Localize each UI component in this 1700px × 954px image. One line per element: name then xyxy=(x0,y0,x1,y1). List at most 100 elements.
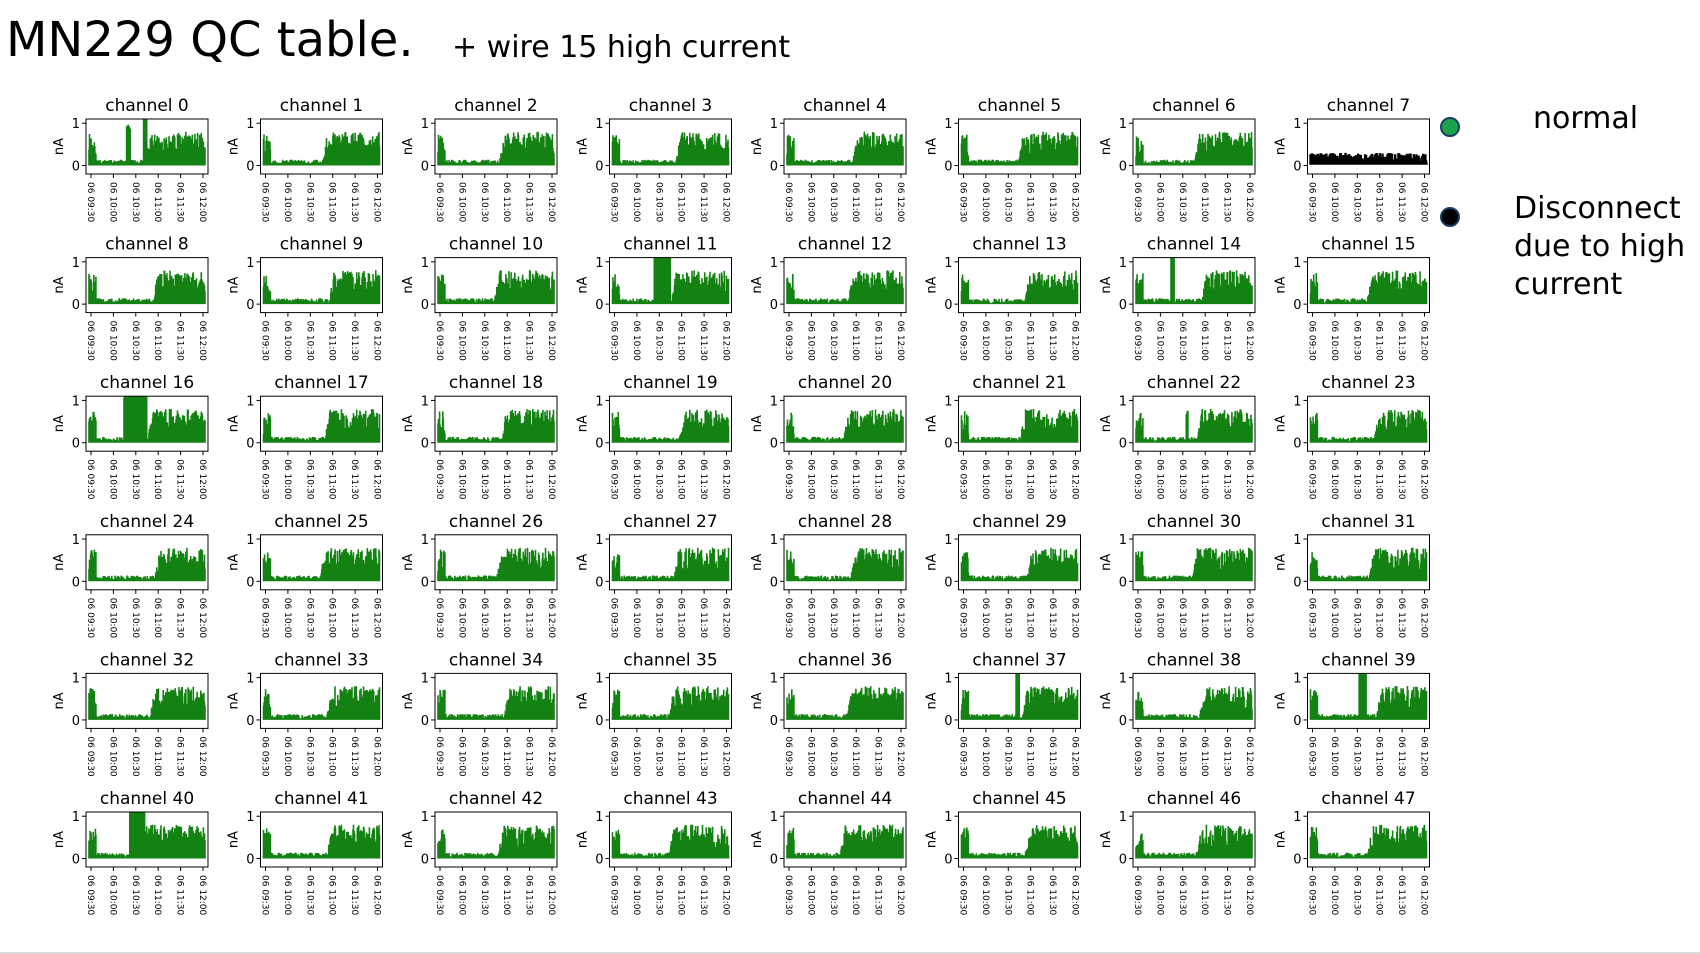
channel-title: channel 10 xyxy=(449,235,543,255)
channel-panel: channel 11 1 0 nA 06 09:30 06 10:00 06 10:30 06… xyxy=(576,235,732,362)
y-axis-label: nA xyxy=(750,554,765,571)
y-axis-label: nA xyxy=(576,276,591,293)
y-tick-label: 0 xyxy=(944,853,952,868)
channel-series xyxy=(611,686,730,720)
x-tick-label: 06 09:30 xyxy=(260,321,270,362)
y-tick-label: 0 xyxy=(1119,575,1127,590)
x-tick-label: 06 11:00 xyxy=(1025,459,1035,500)
x-tick-label: 06 10:00 xyxy=(980,875,990,916)
x-tick-label: 06 10:30 xyxy=(1177,182,1187,223)
channel-panel: channel 25 1 0 nA 06 09:30 06 10:00 06 10:30 06… xyxy=(227,512,383,639)
y-tick-label: 1 xyxy=(595,533,603,548)
x-tick-label: 06 09:30 xyxy=(958,182,968,223)
channel-series xyxy=(262,132,381,166)
x-tick-label: 06 10:30 xyxy=(130,736,140,777)
plot-frame xyxy=(1307,534,1430,591)
channel-series xyxy=(960,131,1079,166)
x-tick-label: 06 11:30 xyxy=(349,459,359,500)
x-tick-label: 06 10:30 xyxy=(130,182,140,223)
x-tick-label: 06 11:00 xyxy=(676,736,686,777)
x-tick-label: 06 11:30 xyxy=(175,736,185,777)
y-tick-label: 0 xyxy=(944,437,952,452)
x-tick-label: 06 11:30 xyxy=(1222,736,1232,777)
x-tick-label: 06 10:00 xyxy=(631,321,641,362)
channel-panel: channel 23 1 0 nA 06 09:30 06 10:00 06 10:30 06… xyxy=(1274,373,1430,500)
x-tick-label: 06 10:00 xyxy=(456,736,466,777)
plot-frame xyxy=(1307,118,1430,175)
y-tick-label: 0 xyxy=(1293,575,1301,590)
channel-title: channel 12 xyxy=(798,235,892,255)
x-tick-label: 06 09:30 xyxy=(1307,875,1317,916)
y-tick-label: 1 xyxy=(246,394,254,409)
x-tick-label: 06 11:30 xyxy=(524,459,534,500)
x-tick-label: 06 11:00 xyxy=(850,598,860,639)
x-tick-label: 06 11:00 xyxy=(327,598,337,639)
x-tick-label: 06 10:30 xyxy=(1351,875,1361,916)
x-tick-label: 06 10:30 xyxy=(828,182,838,223)
plot-frame xyxy=(783,395,907,452)
x-tick-label: 06 11:30 xyxy=(349,321,359,362)
plot-frame xyxy=(85,257,209,314)
y-tick-label: 0 xyxy=(1119,160,1127,175)
y-tick-label: 0 xyxy=(595,437,603,452)
y-tick-label: 1 xyxy=(944,672,952,687)
channel-series xyxy=(960,825,1079,859)
y-tick-label: 1 xyxy=(595,117,603,132)
y-tick-label: 1 xyxy=(944,533,952,548)
x-tick-label: 06 12:00 xyxy=(895,459,905,500)
channel-series xyxy=(611,409,730,443)
channel-panel: channel 24 1 0 nA 06 09:30 06 10:00 06 10:30 06… xyxy=(52,512,209,639)
channel-series xyxy=(1309,409,1428,443)
channel-series xyxy=(611,547,730,582)
x-tick-label: 06 11:00 xyxy=(327,875,337,916)
x-tick-label: 06 10:00 xyxy=(1329,459,1339,500)
channel-panel: channel 36 1 0 nA 06 09:30 06 10:00 06 10:30 06… xyxy=(750,650,907,777)
x-tick-label: 06 10:00 xyxy=(107,182,117,223)
x-tick-label: 06 10:00 xyxy=(107,459,117,500)
y-tick-label: 0 xyxy=(770,437,778,452)
y-tick-label: 0 xyxy=(1119,437,1127,452)
channel-title: channel 17 xyxy=(274,373,368,393)
x-tick-label: 06 10:30 xyxy=(828,598,838,639)
x-tick-label: 06 09:30 xyxy=(958,459,968,500)
x-tick-label: 06 11:30 xyxy=(524,598,534,639)
y-axis-label: nA xyxy=(401,692,416,709)
channel-panel: channel 44 1 0 nA 06 09:30 06 10:00 06 10:30 06… xyxy=(750,789,907,916)
y-tick-label: 0 xyxy=(944,575,952,590)
legend-dot-disconnect xyxy=(1440,207,1460,227)
x-tick-label: 06 12:00 xyxy=(197,875,207,916)
legend-dot-normal xyxy=(1440,117,1460,137)
x-tick-label: 06 10:30 xyxy=(828,736,838,777)
x-tick-label: 06 10:30 xyxy=(1351,598,1361,639)
y-tick-label: 1 xyxy=(1119,533,1127,548)
y-tick-label: 0 xyxy=(421,575,429,590)
plot-frame xyxy=(1132,811,1256,868)
y-axis-label: nA xyxy=(925,138,940,155)
x-tick-label: 06 10:30 xyxy=(828,875,838,916)
y-tick-label: 1 xyxy=(421,810,429,825)
channel-panel: channel 2 1 0 nA 06 09:30 06 10:00 06 10:30 06 … xyxy=(401,96,558,223)
x-tick-label: 06 10:00 xyxy=(631,459,641,500)
x-tick-label: 06 10:30 xyxy=(653,875,663,916)
x-tick-label: 06 10:00 xyxy=(1329,321,1339,362)
y-tick-label: 1 xyxy=(770,672,778,687)
channel-title: channel 16 xyxy=(100,373,194,393)
x-tick-label: 06 12:00 xyxy=(1419,875,1429,916)
x-tick-label: 06 10:30 xyxy=(1177,321,1187,362)
channel-series xyxy=(88,396,206,443)
slide-title: MN229 QC table. xyxy=(6,12,414,68)
x-tick-label: 06 11:30 xyxy=(349,875,359,916)
channel-panel: channel 40 1 0 nA 06 09:30 06 10:00 06 10:30 06… xyxy=(52,789,209,916)
x-tick-label: 06 10:30 xyxy=(130,598,140,639)
x-tick-label: 06 10:30 xyxy=(130,875,140,916)
plot-frame xyxy=(260,395,383,452)
channel-title: channel 25 xyxy=(274,512,368,532)
x-tick-label: 06 12:00 xyxy=(197,736,207,777)
y-axis-label: nA xyxy=(925,831,940,848)
x-tick-label: 06 10:00 xyxy=(282,875,292,916)
y-axis-label: nA xyxy=(576,138,591,155)
x-tick-label: 06 10:30 xyxy=(479,321,489,362)
x-tick-label: 06 12:00 xyxy=(895,321,905,362)
y-axis-label: nA xyxy=(925,554,940,571)
x-tick-label: 06 11:00 xyxy=(152,736,162,777)
